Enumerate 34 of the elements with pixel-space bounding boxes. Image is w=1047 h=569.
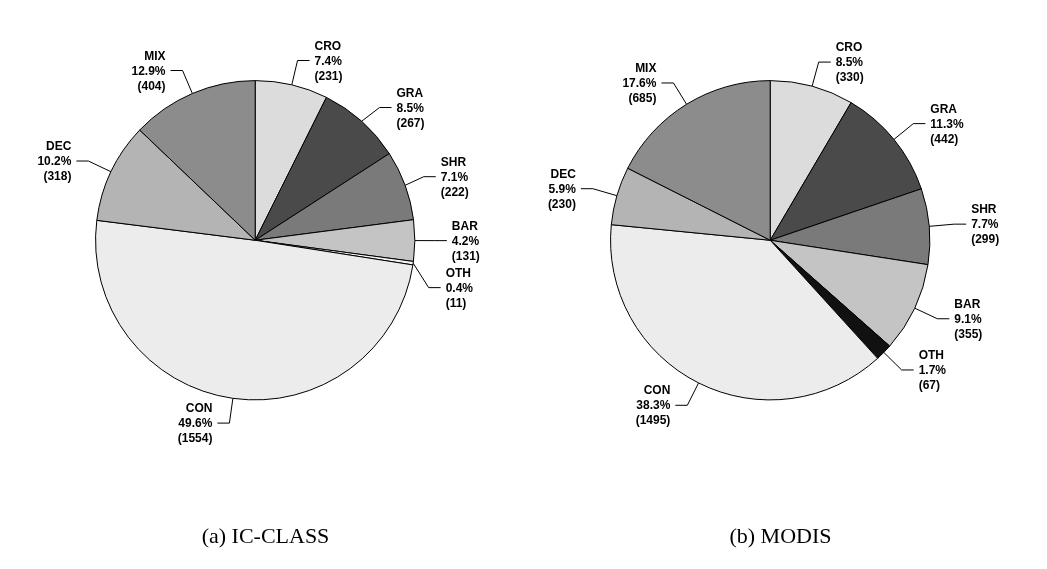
text: (a) IC-CLASS [201, 522, 330, 548]
data-label: 7.4% (231) [314, 53, 343, 83]
slice-label: MIX [635, 60, 657, 75]
data-label: 7.1% (222) [440, 169, 469, 199]
slice-label: BAR [954, 296, 981, 311]
data-label: 4.2% (131) [451, 233, 480, 263]
slice-label: OTH [445, 265, 472, 280]
data-label: 17.6% (685) [622, 75, 657, 105]
slice-label: BAR [451, 218, 479, 233]
data-label: 7.7% (299) [971, 217, 1000, 247]
data-label: 8.5% (267) [396, 100, 425, 130]
slice-label: DEC [550, 166, 577, 181]
text: (b) MODIS [729, 522, 832, 548]
data-label: 38.3% (1495) [635, 398, 671, 428]
slice-label: CON [643, 383, 671, 398]
data-label: 0.4% (11) [445, 280, 474, 310]
slice-label: GRA [930, 101, 958, 116]
data-label: 5.9% (230) [547, 181, 577, 211]
slice-label: DEC [46, 139, 72, 154]
slice-label: MIX [144, 48, 166, 63]
data-label: 10.2% (318) [37, 154, 72, 184]
data-label: 49.6% (1554) [177, 416, 213, 446]
data-label: 8.5% (330) [835, 55, 864, 85]
data-label: 9.1% (355) [954, 311, 983, 341]
slice-label: SHR [440, 154, 467, 169]
data-label: 12.9% (404) [131, 63, 166, 93]
slice-label: OTH [918, 347, 944, 362]
slice-label: GRA [396, 85, 424, 100]
slice-label: SHR [971, 202, 997, 217]
slice-label: CRO [835, 40, 863, 55]
slice-label: CON [185, 401, 213, 416]
data-label: 1.7% (67) [918, 362, 947, 392]
data-label: 11.3% (442) [930, 116, 965, 146]
slice-label: CRO [314, 38, 342, 53]
